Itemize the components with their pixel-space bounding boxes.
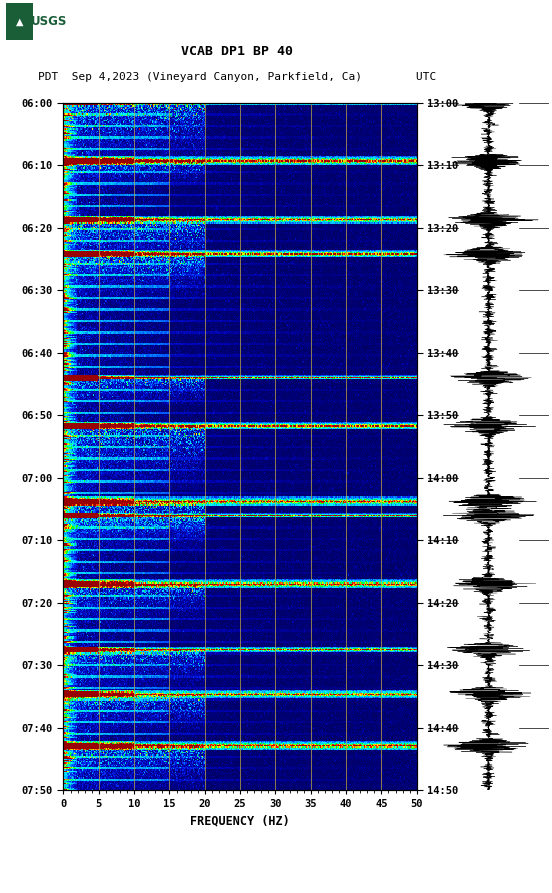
X-axis label: FREQUENCY (HZ): FREQUENCY (HZ) [190,815,290,828]
Text: USGS: USGS [30,15,67,28]
Text: PDT  Sep 4,2023 (Vineyard Canyon, Parkfield, Ca)        UTC: PDT Sep 4,2023 (Vineyard Canyon, Parkfie… [38,72,437,82]
Text: VCAB DP1 BP 40: VCAB DP1 BP 40 [182,45,293,58]
Bar [6,3,33,40]
Text: ▲: ▲ [15,16,23,27]
